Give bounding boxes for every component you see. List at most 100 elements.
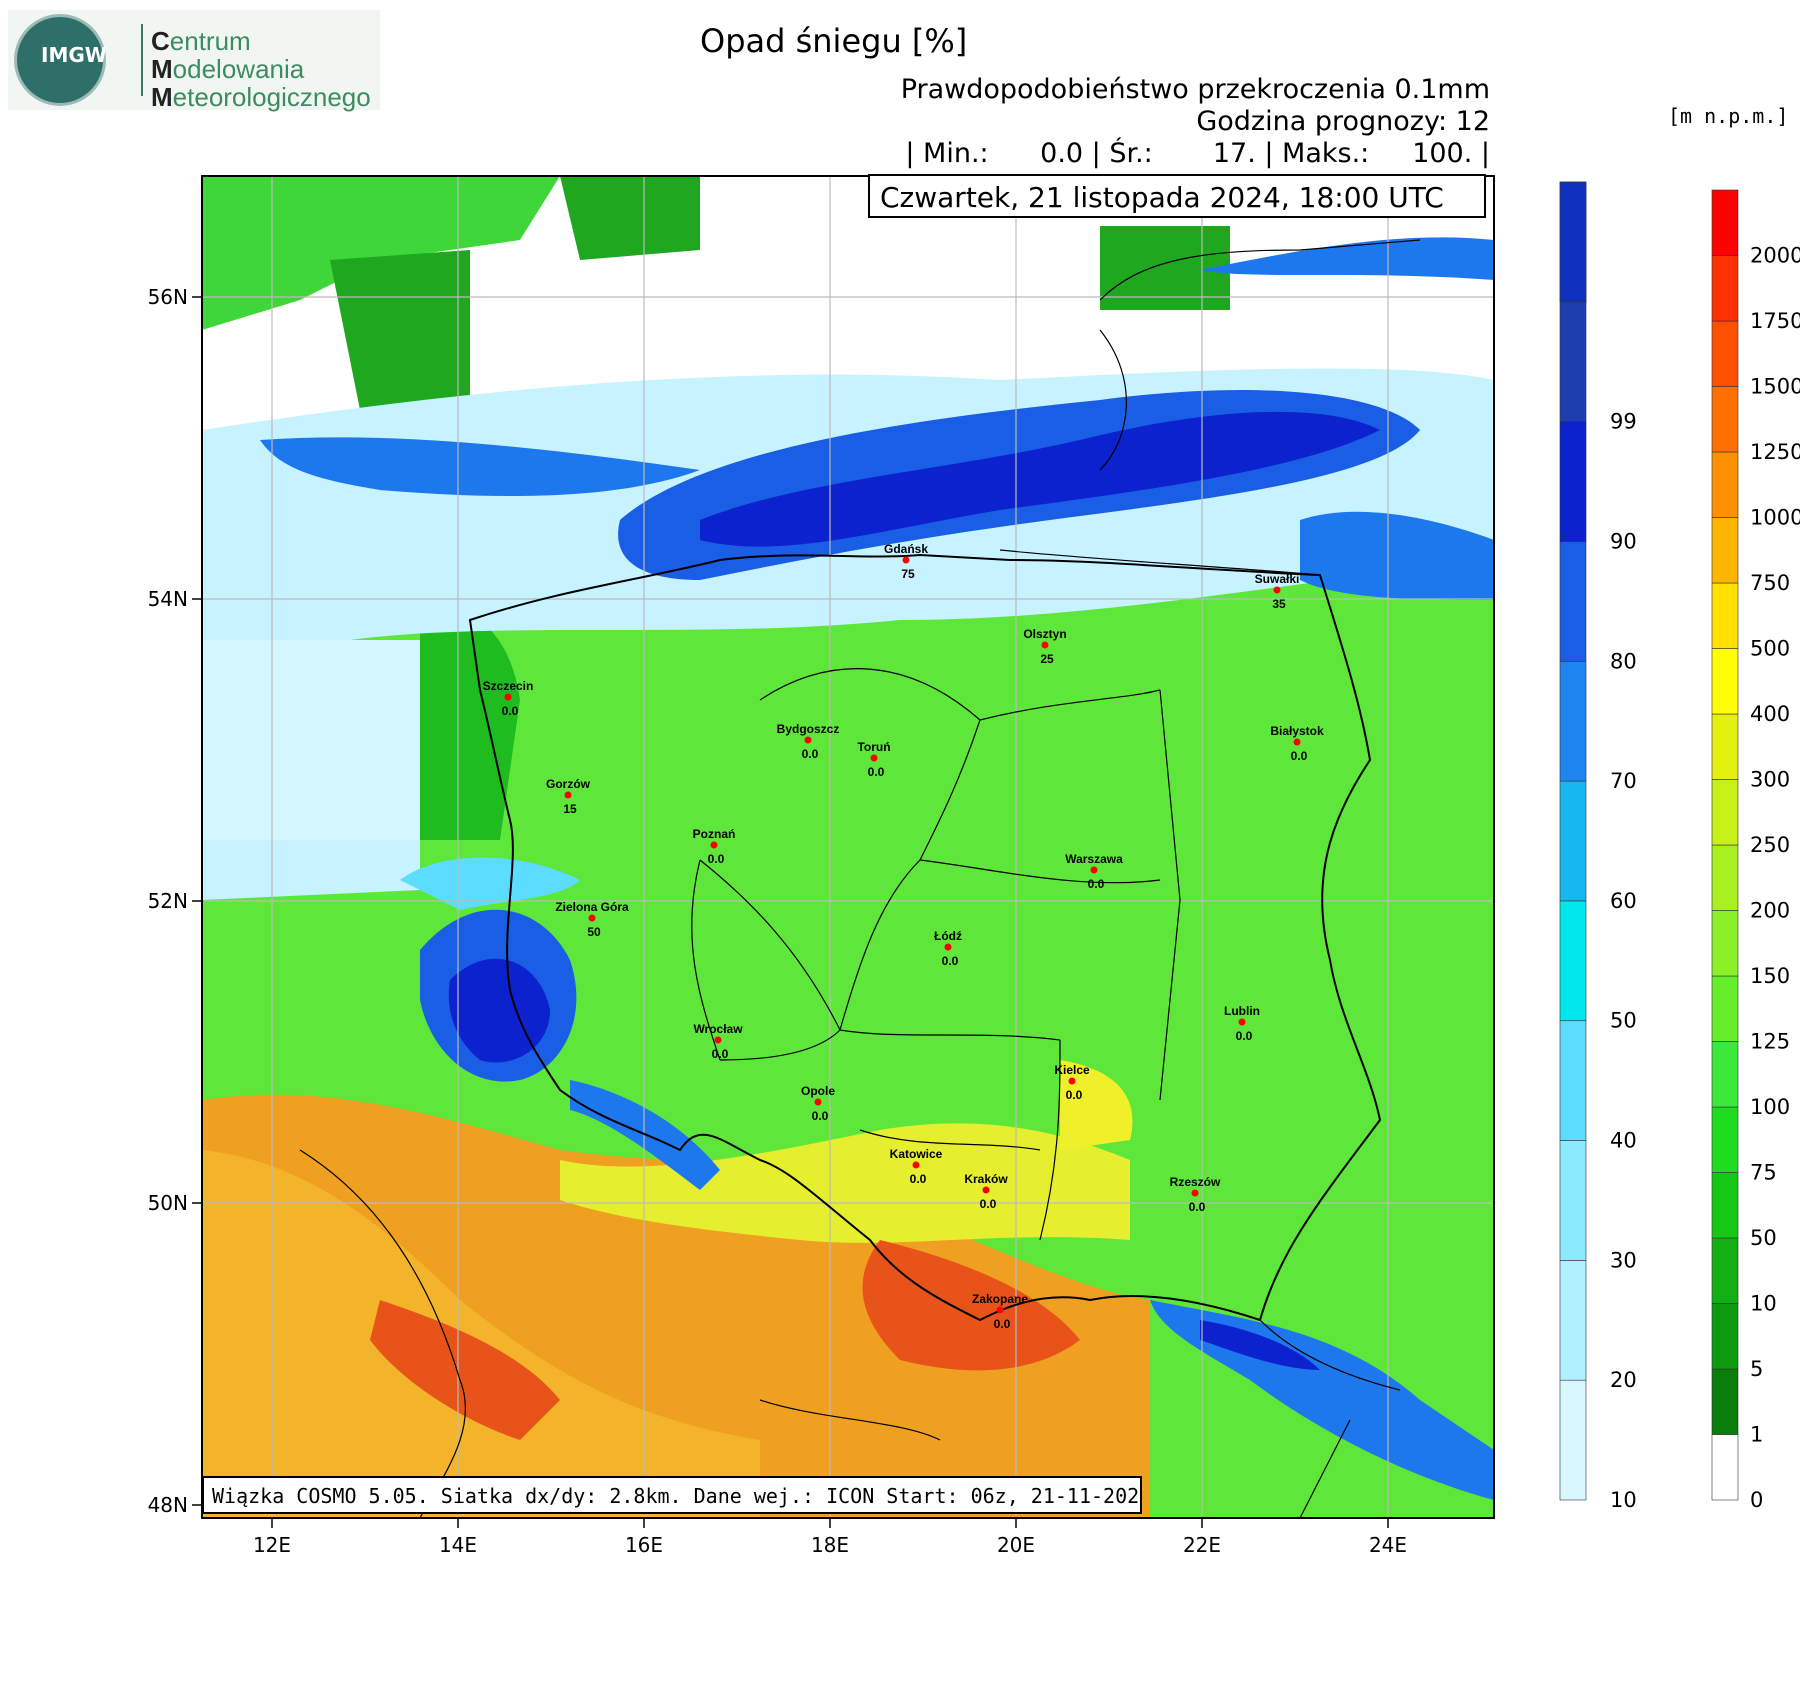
prob-swatch <box>1559 1140 1587 1261</box>
city-value: 0.0 <box>942 954 959 968</box>
elev-tick-label: 2000 <box>1750 244 1800 268</box>
elev-swatch <box>1711 1303 1739 1370</box>
lon-label: 22E <box>1183 1533 1221 1557</box>
imgw-logo: IMGW Centrum Modelowania Meteorologiczne… <box>8 10 380 110</box>
lat-label: 56N <box>148 285 188 309</box>
city-value: 0.0 <box>910 1172 927 1186</box>
region-borders <box>691 668 1181 1241</box>
org-name-line-1: Centrum <box>151 26 251 56</box>
city-dot <box>1238 1018 1246 1026</box>
city-marker: Warszawa 0.0 <box>1065 852 1123 891</box>
model-info: Wiązka COSMO 5.05. Siatka dx/dy: 2.8km. … <box>202 1476 1142 1514</box>
city-name: Zakopane <box>972 1292 1028 1306</box>
elev-tick-label: 500 <box>1750 637 1790 661</box>
city-marker: Toruń 0.0 <box>857 740 890 779</box>
city-name: Suwałki <box>1255 572 1300 586</box>
city-marker: Suwałki 35 <box>1255 572 1300 611</box>
prob-tick-label: 40 <box>1610 1129 1637 1153</box>
prob-tick-label: 70 <box>1610 769 1637 793</box>
elev-tick-label: 1750 <box>1750 309 1800 333</box>
elev-tick-label: 1500 <box>1750 375 1800 399</box>
city-value: 0.0 <box>1066 1088 1083 1102</box>
elev-swatch <box>1711 779 1739 846</box>
city-name: Olsztyn <box>1023 627 1066 641</box>
city-name: Łódź <box>934 929 962 943</box>
prob-swatch <box>1559 1020 1587 1141</box>
city-dot <box>1041 641 1049 649</box>
city-value: 0.0 <box>1189 1200 1206 1214</box>
city-value: 0.0 <box>812 1109 829 1123</box>
elev-swatch <box>1711 451 1739 518</box>
prob-tick-label: 90 <box>1610 529 1637 553</box>
city-name: Bydgoszcz <box>777 722 840 736</box>
city-value: 0.0 <box>980 1197 997 1211</box>
elev-tick-label: 100 <box>1750 1095 1790 1119</box>
prob-swatch <box>1559 1260 1587 1381</box>
city-marker: Łódź 0.0 <box>934 929 962 968</box>
elev-swatch <box>1711 844 1739 911</box>
lon-label: 18E <box>811 1533 849 1557</box>
elev-tick-label: 5 <box>1750 1357 1763 1381</box>
city-dot <box>912 1161 920 1169</box>
map-frame <box>201 175 1495 1519</box>
axis-ticks <box>192 296 1389 1528</box>
city-value: 0.0 <box>868 765 885 779</box>
city-dot <box>564 791 572 799</box>
city-dot <box>1273 586 1281 594</box>
elev-swatch <box>1711 1434 1739 1501</box>
prob-tick-label: 10 <box>1610 1488 1637 1512</box>
city-marker: Lublin 0.0 <box>1224 1004 1260 1043</box>
elevation-unit-label: [m n.p.m.] <box>1668 104 1789 128</box>
city-dot <box>814 1098 822 1106</box>
lat-label: 54N <box>148 587 188 611</box>
city-name: Toruń <box>857 740 890 754</box>
longitude-labels: 12E 14E 16E 18E 20E 22E 24E <box>253 1533 1407 1557</box>
imgw-emblem: IMGW <box>14 14 107 106</box>
elev-swatch <box>1711 1237 1739 1304</box>
prob-tick-label: 80 <box>1610 649 1637 673</box>
city-marker: Poznań 0.0 <box>693 827 736 866</box>
city-dot <box>870 754 878 762</box>
city-marker: Kraków 0.0 <box>964 1172 1008 1211</box>
prob-swatch <box>1559 541 1587 662</box>
elev-swatch <box>1711 713 1739 780</box>
elev-tick-label: 125 <box>1750 1030 1790 1054</box>
prob-swatch <box>1559 421 1587 542</box>
latitude-labels: 56N 54N 52N 50N 48N <box>148 285 188 1517</box>
city-dot <box>944 943 952 951</box>
elev-swatch <box>1711 1172 1739 1239</box>
city-marker: Szczecin 0.0 <box>483 679 534 718</box>
field-statistics: | Min.: 0.0 | Śr.: 17. | Maks.: 100. | <box>905 138 1490 169</box>
city-value: 0.0 <box>994 1317 1011 1331</box>
city-value: 0.0 <box>708 852 725 866</box>
elev-swatch <box>1711 189 1739 256</box>
prob-tick-label: 20 <box>1610 1368 1637 1392</box>
elev-swatch <box>1711 648 1739 715</box>
elev-tick-label: 300 <box>1750 768 1790 792</box>
city-name: Opole <box>801 1084 835 1098</box>
city-marker: Gorzów 15 <box>546 777 591 816</box>
elev-tick-label: 75 <box>1750 1161 1777 1185</box>
city-dot <box>1293 738 1301 746</box>
country-borders <box>299 239 1421 1519</box>
elev-tick-label: 1250 <box>1750 440 1800 464</box>
elev-tick-label: 50 <box>1750 1226 1777 1250</box>
city-dot <box>1068 1077 1076 1085</box>
city-value: 50 <box>587 925 601 939</box>
org-name-line-2: Modelowania <box>151 54 305 84</box>
city-value: 0.0 <box>1236 1029 1253 1043</box>
elev-swatch <box>1711 582 1739 649</box>
city-name: Wrocław <box>693 1022 743 1036</box>
city-value: 0.0 <box>1088 877 1105 891</box>
city-value: 75 <box>901 567 915 581</box>
valid-date: Czwartek, 21 listopada 2024, 18:00 UTC <box>868 174 1486 218</box>
city-name: Gorzów <box>546 777 591 791</box>
elev-tick-label: 200 <box>1750 899 1790 923</box>
prob-swatch <box>1559 780 1587 902</box>
elev-swatch <box>1711 386 1739 453</box>
prob-tick-label: 30 <box>1610 1248 1637 1272</box>
city-name: Kraków <box>964 1172 1008 1186</box>
city-dot <box>902 556 910 564</box>
city-name: Warszawa <box>1065 852 1123 866</box>
